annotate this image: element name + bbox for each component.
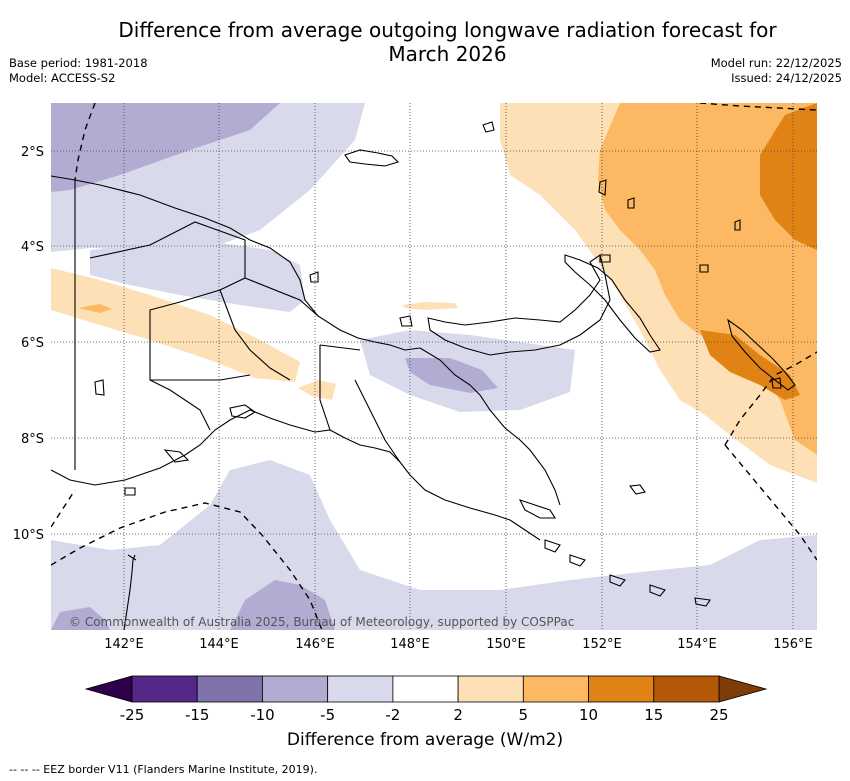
anomaly-region-plus2-west-band: [51, 268, 300, 382]
lon-label: 156°E: [773, 637, 813, 652]
colorbar-tick-label: -10: [250, 706, 275, 724]
lon-label: 146°E: [295, 637, 335, 652]
lat-label: 2°S: [21, 145, 44, 160]
colorbar-segment: [457, 675, 524, 703]
coastlines: [51, 121, 796, 630]
small-islands: [94, 121, 782, 607]
lat-label: 8°S: [21, 432, 44, 447]
papuan-peninsula: [419, 347, 561, 506]
colorbar-tick-label: 15: [644, 706, 663, 724]
colorbar-title: Difference from average (W/m2): [286, 730, 564, 750]
issued-date: Issued: 24/12/2025: [731, 71, 842, 85]
colorbar-segment: [522, 675, 589, 703]
colorbar-segment: [588, 675, 655, 703]
lat-label: 10°S: [13, 528, 44, 543]
title-line-2: March 2026: [388, 42, 507, 66]
anomaly-region-minus5-south: [51, 460, 817, 630]
lon-label: 150°E: [486, 637, 526, 652]
longitude-labels: 142°E 144°E 146°E 148°E 150°E 152°E 154°…: [104, 637, 813, 652]
anomaly-region-minus10-central: [405, 358, 498, 393]
anomaly-region-minus10-southwest: [51, 607, 110, 630]
base-period: Base period: 1981-2018: [9, 56, 148, 70]
colorbar-segment: [653, 675, 720, 703]
colorbar: -25 -15 -10 -5 -2 2 5 10 15 25: [84, 675, 768, 724]
meta-right: Model run: 22/12/2025 Issued: 24/12/2025: [711, 56, 842, 86]
colorbar-tick-label: 5: [519, 706, 529, 724]
eez-legend: -- -- -- EEZ border V11 (Flanders Marine…: [9, 763, 318, 776]
manus-island: [344, 149, 400, 167]
lon-label: 152°E: [582, 637, 622, 652]
lon-label: 154°E: [677, 637, 717, 652]
lon-label: 148°E: [390, 637, 430, 652]
title-line-1: Difference from average outgoing longwav…: [118, 18, 777, 42]
colorbar-segment: [392, 675, 459, 703]
new-guinea-north-coast: [51, 175, 421, 351]
new-ireland: [564, 254, 661, 353]
eez-borders: [51, 103, 817, 630]
bougainville: [727, 318, 796, 391]
colorbar-segment: [327, 675, 394, 703]
lat-label: 4°S: [21, 240, 44, 255]
colorbar-segment: [196, 675, 263, 703]
anomaly-region-minus10-northwest: [51, 103, 280, 192]
lon-label: 144°E: [199, 637, 239, 652]
colorbar-tick-label: 25: [709, 706, 728, 724]
colorbar-tick-label: -5: [320, 706, 335, 724]
copyright-notice: © Commonwealth of Australia 2025, Bureau…: [69, 615, 574, 629]
model-name: Model: ACCESS-S2: [9, 71, 116, 85]
anomaly-region-plus5-west-blob: [78, 304, 112, 313]
cape-york: [123, 554, 137, 630]
anomaly-region-minus10-south: [230, 580, 335, 630]
latitude-labels: 2°S 4°S 6°S 8°S 10°S: [13, 145, 44, 543]
chart-title: Difference from average outgoing longwav…: [80, 18, 815, 66]
colorbar-segment: [131, 675, 198, 703]
new-britain: [427, 254, 611, 356]
colorbar-under-arrow: [84, 675, 133, 703]
anomaly-region-plus2-small-2: [402, 302, 458, 310]
anomaly-region-minus5-west: [90, 240, 305, 312]
colorbar-tick-label: 2: [453, 706, 463, 724]
anomaly-region-plus10-east: [760, 103, 817, 250]
model-run: Model run: 22/12/2025: [710, 56, 842, 70]
meta-left: Base period: 1981-2018 Model: ACCESS-S2: [9, 56, 148, 86]
lat-label: 6°S: [21, 336, 44, 351]
anomaly-region-plus2-small-1: [298, 380, 336, 400]
colorbar-tick-label: -15: [185, 706, 210, 724]
colorbar-tick-label: -25: [120, 706, 145, 724]
colorbar-tick-label: 10: [579, 706, 598, 724]
colorbar-over-arrow: [718, 675, 768, 703]
colorbar-tick-label: -2: [385, 706, 400, 724]
anomaly-region-plus10-east-lower: [700, 330, 800, 400]
province-borders: [89, 221, 401, 463]
map-panel: © Commonwealth of Australia 2025, Bureau…: [51, 103, 817, 630]
lon-label: 142°E: [104, 637, 144, 652]
colorbar-segment: [262, 675, 329, 703]
